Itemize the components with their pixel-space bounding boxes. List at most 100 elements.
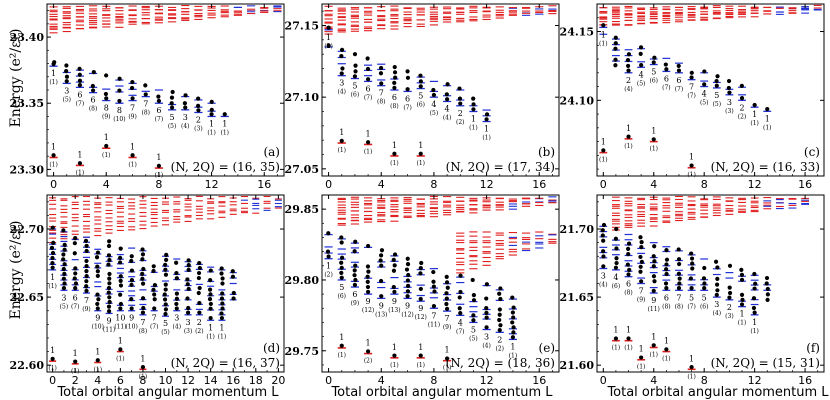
- multiplicity-label: 7: [689, 83, 694, 92]
- energy-dot: [676, 247, 681, 252]
- panel-e: 1(2)5(6) 6(9) 9(12)9(13)9(13)9(12)9(12) 7(1…: [285, 194, 560, 387]
- energy-dot: [393, 75, 398, 80]
- energy-dot: [140, 271, 145, 276]
- energy-dot: [638, 264, 643, 269]
- energy-dot: [106, 243, 112, 249]
- branch-dot: [405, 294, 410, 299]
- energy-dot: [219, 296, 225, 301]
- energy-dot: [511, 325, 516, 330]
- multiplicity-label: 6: [156, 106, 161, 115]
- degeneracy-label: (6): [338, 293, 347, 300]
- energy-dot: [163, 267, 168, 272]
- x-axis-label-d: Total orbital angular momentum L: [56, 385, 279, 400]
- degeneracy-label: (6): [700, 303, 709, 310]
- energy-dot: [392, 263, 397, 268]
- energy-dot: [107, 271, 112, 277]
- energy-dot: [498, 296, 503, 302]
- branch-dot: [471, 107, 476, 112]
- energy-dot: [664, 271, 669, 277]
- energy-dot: [84, 284, 89, 289]
- multiplicity-label: 3: [601, 272, 606, 281]
- energy-dot: [626, 241, 632, 246]
- energy-dot: [365, 66, 371, 72]
- energy-dot: [752, 286, 757, 291]
- energy-dot: [652, 244, 657, 249]
- multiplicity-label: 1: [208, 323, 213, 332]
- low-multiplicity-label: 1: [626, 124, 631, 133]
- energy-dot: [196, 270, 202, 276]
- energy-dot: [626, 252, 631, 257]
- energy-dot: [497, 291, 502, 296]
- energy-dot: [378, 71, 384, 76]
- branch-dot: [209, 112, 214, 117]
- degeneracy-label: (4): [338, 89, 347, 96]
- energy-dot: [365, 56, 370, 61]
- x-tick-label: 14: [204, 374, 218, 387]
- energy-dot: [84, 263, 89, 269]
- multiplicity-label: 6: [366, 84, 371, 93]
- multiplicity-label: 2: [197, 318, 202, 327]
- degeneracy-label: (8): [139, 328, 148, 335]
- energy-dot: [404, 267, 410, 272]
- energy-dot: [664, 248, 669, 253]
- energy-dot: [484, 296, 489, 301]
- x-tick-label: 16: [532, 374, 546, 387]
- low-degeneracy-label: (1): [338, 147, 347, 154]
- energy-dot: [471, 293, 476, 298]
- energy-dot: [163, 287, 168, 292]
- energy-dot: [140, 281, 146, 286]
- energy-dot: [353, 277, 358, 283]
- energy-dot: [174, 301, 179, 307]
- y-tick-label: 27.05: [285, 163, 319, 176]
- degeneracy-label: (7): [403, 104, 412, 111]
- energy-dot: [73, 266, 78, 271]
- energy-dot: [163, 282, 168, 287]
- degeneracy-label: (1): [509, 352, 518, 359]
- energy-dot: [664, 257, 670, 262]
- low-multiplicity-label: 1: [130, 142, 135, 151]
- degeneracy-label: (5): [168, 123, 177, 130]
- low-level-dot: [613, 336, 619, 341]
- plot-frame: [596, 3, 825, 177]
- multiplicity-label: 5: [689, 293, 694, 302]
- energy-dot: [379, 263, 384, 268]
- energy-dot: [690, 266, 695, 271]
- multiplicity-label: 3: [64, 86, 69, 95]
- multiplicity-label: 9: [418, 304, 423, 313]
- y-tick-label: 29.80: [285, 274, 320, 287]
- energy-dot: [614, 226, 619, 232]
- low-level-dot: [104, 143, 109, 149]
- degeneracy-label: (5): [469, 335, 478, 342]
- energy-dot: [392, 80, 397, 85]
- multiplicity-label: 9: [366, 297, 371, 306]
- low-degeneracy-label: (1): [662, 356, 671, 363]
- energy-dot: [163, 302, 168, 307]
- degeneracy-label: (3): [194, 125, 203, 132]
- low-degeneracy-label: (1): [687, 373, 696, 380]
- energy-dot: [50, 250, 56, 256]
- panel-tag: (a): [263, 145, 280, 159]
- degeneracy-label: (1): [750, 120, 759, 127]
- degeneracy-label: (1): [49, 79, 58, 86]
- energy-dot: [196, 275, 201, 281]
- degeneracy-label: (5): [60, 303, 69, 310]
- panel-f: 3(4)4(6) 6(8) 7(9) 9(11)6(8)7(8)5(7)5(6) 3(4…: [560, 194, 825, 387]
- energy-dot: [701, 276, 707, 281]
- energy-dot: [353, 263, 358, 268]
- energy-dot: [651, 264, 656, 269]
- energy-dot: [95, 273, 100, 279]
- degeneracy-label: (2): [195, 328, 204, 335]
- energy-dot: [405, 69, 410, 74]
- branch-dot: [418, 84, 423, 89]
- low-level-dot: [444, 356, 450, 361]
- energy-dot: [129, 254, 134, 259]
- panel-tag: (f): [806, 341, 820, 355]
- degeneracy-label: (7): [150, 324, 159, 331]
- low-multiplicity-label: 1: [418, 141, 423, 150]
- degeneracy-label: (8): [624, 290, 633, 297]
- branch-dot: [219, 315, 225, 321]
- energy-dot: [197, 285, 202, 291]
- branch-dot: [352, 74, 358, 79]
- energy-dot: [95, 269, 100, 274]
- multiplicity-label: 5: [163, 319, 168, 328]
